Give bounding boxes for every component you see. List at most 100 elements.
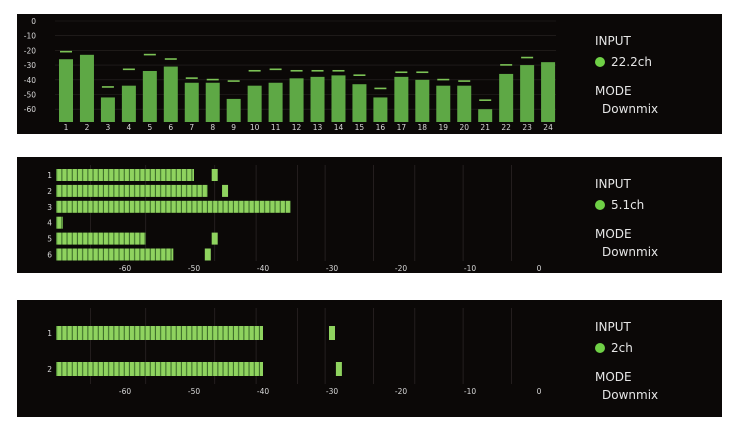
level-bar <box>56 200 291 213</box>
level-bar <box>499 73 514 122</box>
level-bar <box>331 75 346 122</box>
green-dot-icon <box>595 200 605 210</box>
peak-hold-marker <box>143 53 156 56</box>
level-bar <box>394 76 409 122</box>
level-bar <box>226 98 241 122</box>
channel-label: 14 <box>334 123 344 132</box>
peak-hold-marker <box>204 248 211 261</box>
channel-label: 3 <box>47 203 52 212</box>
peak-hold-marker <box>374 87 387 90</box>
y-tick-label: -30 <box>24 61 36 70</box>
level-bar <box>79 54 94 123</box>
peak-hold-marker <box>521 56 534 59</box>
peak-hold-marker <box>311 69 324 72</box>
mode-value: Downmix <box>602 245 658 259</box>
level-bar <box>373 97 388 122</box>
y-tick-label: -20 <box>24 46 36 55</box>
peak-hold-marker <box>211 232 218 245</box>
x-tick-label: -50 <box>188 387 200 396</box>
channel-label: 24 <box>543 123 553 132</box>
peak-hold-marker <box>290 69 303 72</box>
y-tick-label: -10 <box>24 32 36 41</box>
channel-label: 19 <box>439 123 449 132</box>
peak-hold-marker <box>479 99 492 101</box>
channel-label: 21 <box>480 123 490 132</box>
peak-hold-marker <box>353 74 366 76</box>
x-tick-label: -40 <box>257 387 269 396</box>
input-label: INPUT <box>595 320 632 334</box>
level-bar <box>457 85 472 122</box>
peak-hold-marker <box>227 80 240 82</box>
level-bar <box>247 85 262 122</box>
input-label: INPUT <box>595 34 632 48</box>
peak-hold-marker <box>500 64 513 66</box>
y-tick-label: -60 <box>24 105 36 114</box>
channel-label: 5 <box>147 123 152 132</box>
mode-label: MODE <box>595 84 632 98</box>
panel-background <box>17 300 722 417</box>
mode-value: Downmix <box>602 102 658 116</box>
level-bar <box>520 65 535 122</box>
channel-label: 8 <box>210 123 215 132</box>
meter-panel-22ch: INPUT 22.2ch MODE Downmix 0 -10 -20 -30 -40 -50 -6… <box>17 14 722 134</box>
peak-hold-marker <box>101 86 114 88</box>
channel-label: 2 <box>47 365 52 374</box>
peak-hold-marker <box>395 71 408 74</box>
channel-label: 15 <box>355 123 365 132</box>
x-tick-label: -30 <box>326 264 338 273</box>
meter-panel-2ch: INPUT 2ch MODE Downmix -60 -50 -40 -30 -20 -10 0 1 2 <box>17 300 722 417</box>
level-bar <box>436 85 451 122</box>
level-bar <box>142 70 157 122</box>
level-bar <box>184 82 199 122</box>
mode-value: Downmix <box>602 388 658 402</box>
y-tick-label: -50 <box>24 91 36 100</box>
green-dot-icon <box>595 343 605 353</box>
channel-label: 4 <box>126 123 131 132</box>
x-tick-label: -10 <box>464 264 476 273</box>
level-bar <box>56 169 194 181</box>
level-bar <box>56 216 63 229</box>
level-bar <box>59 59 73 122</box>
channel-label: 13 <box>313 123 323 132</box>
level-bar <box>56 326 263 340</box>
mode-label: MODE <box>595 370 632 384</box>
level-bar <box>121 85 136 122</box>
x-tick-label: 0 <box>537 264 542 273</box>
level-bar <box>100 97 115 122</box>
x-tick-label: -50 <box>188 264 200 273</box>
peak-hold-marker <box>206 78 219 81</box>
channel-label: 2 <box>85 123 90 132</box>
level-bar <box>56 248 174 261</box>
peak-hold-marker <box>185 77 198 79</box>
green-dot-icon <box>595 57 605 67</box>
channel-label: 6 <box>168 123 173 132</box>
level-bar <box>205 82 220 122</box>
x-tick-label: -20 <box>395 387 407 396</box>
meter-panel-51ch: INPUT 5.1ch MODE Downmix -60 -50 -40 -30 -20 -10 0… <box>17 157 722 273</box>
channel-label: 4 <box>47 219 52 228</box>
level-bar <box>289 78 304 122</box>
channel-label: 1 <box>64 123 69 132</box>
input-value: 22.2ch <box>611 55 652 69</box>
channel-label: 7 <box>189 123 194 132</box>
input-value: 2ch <box>611 341 633 355</box>
level-bar <box>310 76 325 122</box>
x-tick-label: 0 <box>537 387 542 396</box>
input-label: INPUT <box>595 177 632 191</box>
level-bar <box>268 82 283 122</box>
x-tick-label: -10 <box>464 387 476 396</box>
channel-label: 10 <box>250 123 260 132</box>
channel-label: 17 <box>397 123 407 132</box>
channel-label: 1 <box>47 329 52 338</box>
peak-hold-marker <box>122 68 135 71</box>
peak-hold-marker <box>222 184 229 197</box>
x-tick-label: -20 <box>395 264 407 273</box>
x-tick-label: -60 <box>119 264 131 273</box>
y-tick-label: 0 <box>31 17 36 26</box>
peak-hold-marker <box>416 71 429 74</box>
level-bar <box>415 79 430 122</box>
peak-hold-marker <box>458 80 471 82</box>
peak-hold-marker <box>248 69 261 72</box>
channel-label: 23 <box>522 123 532 132</box>
